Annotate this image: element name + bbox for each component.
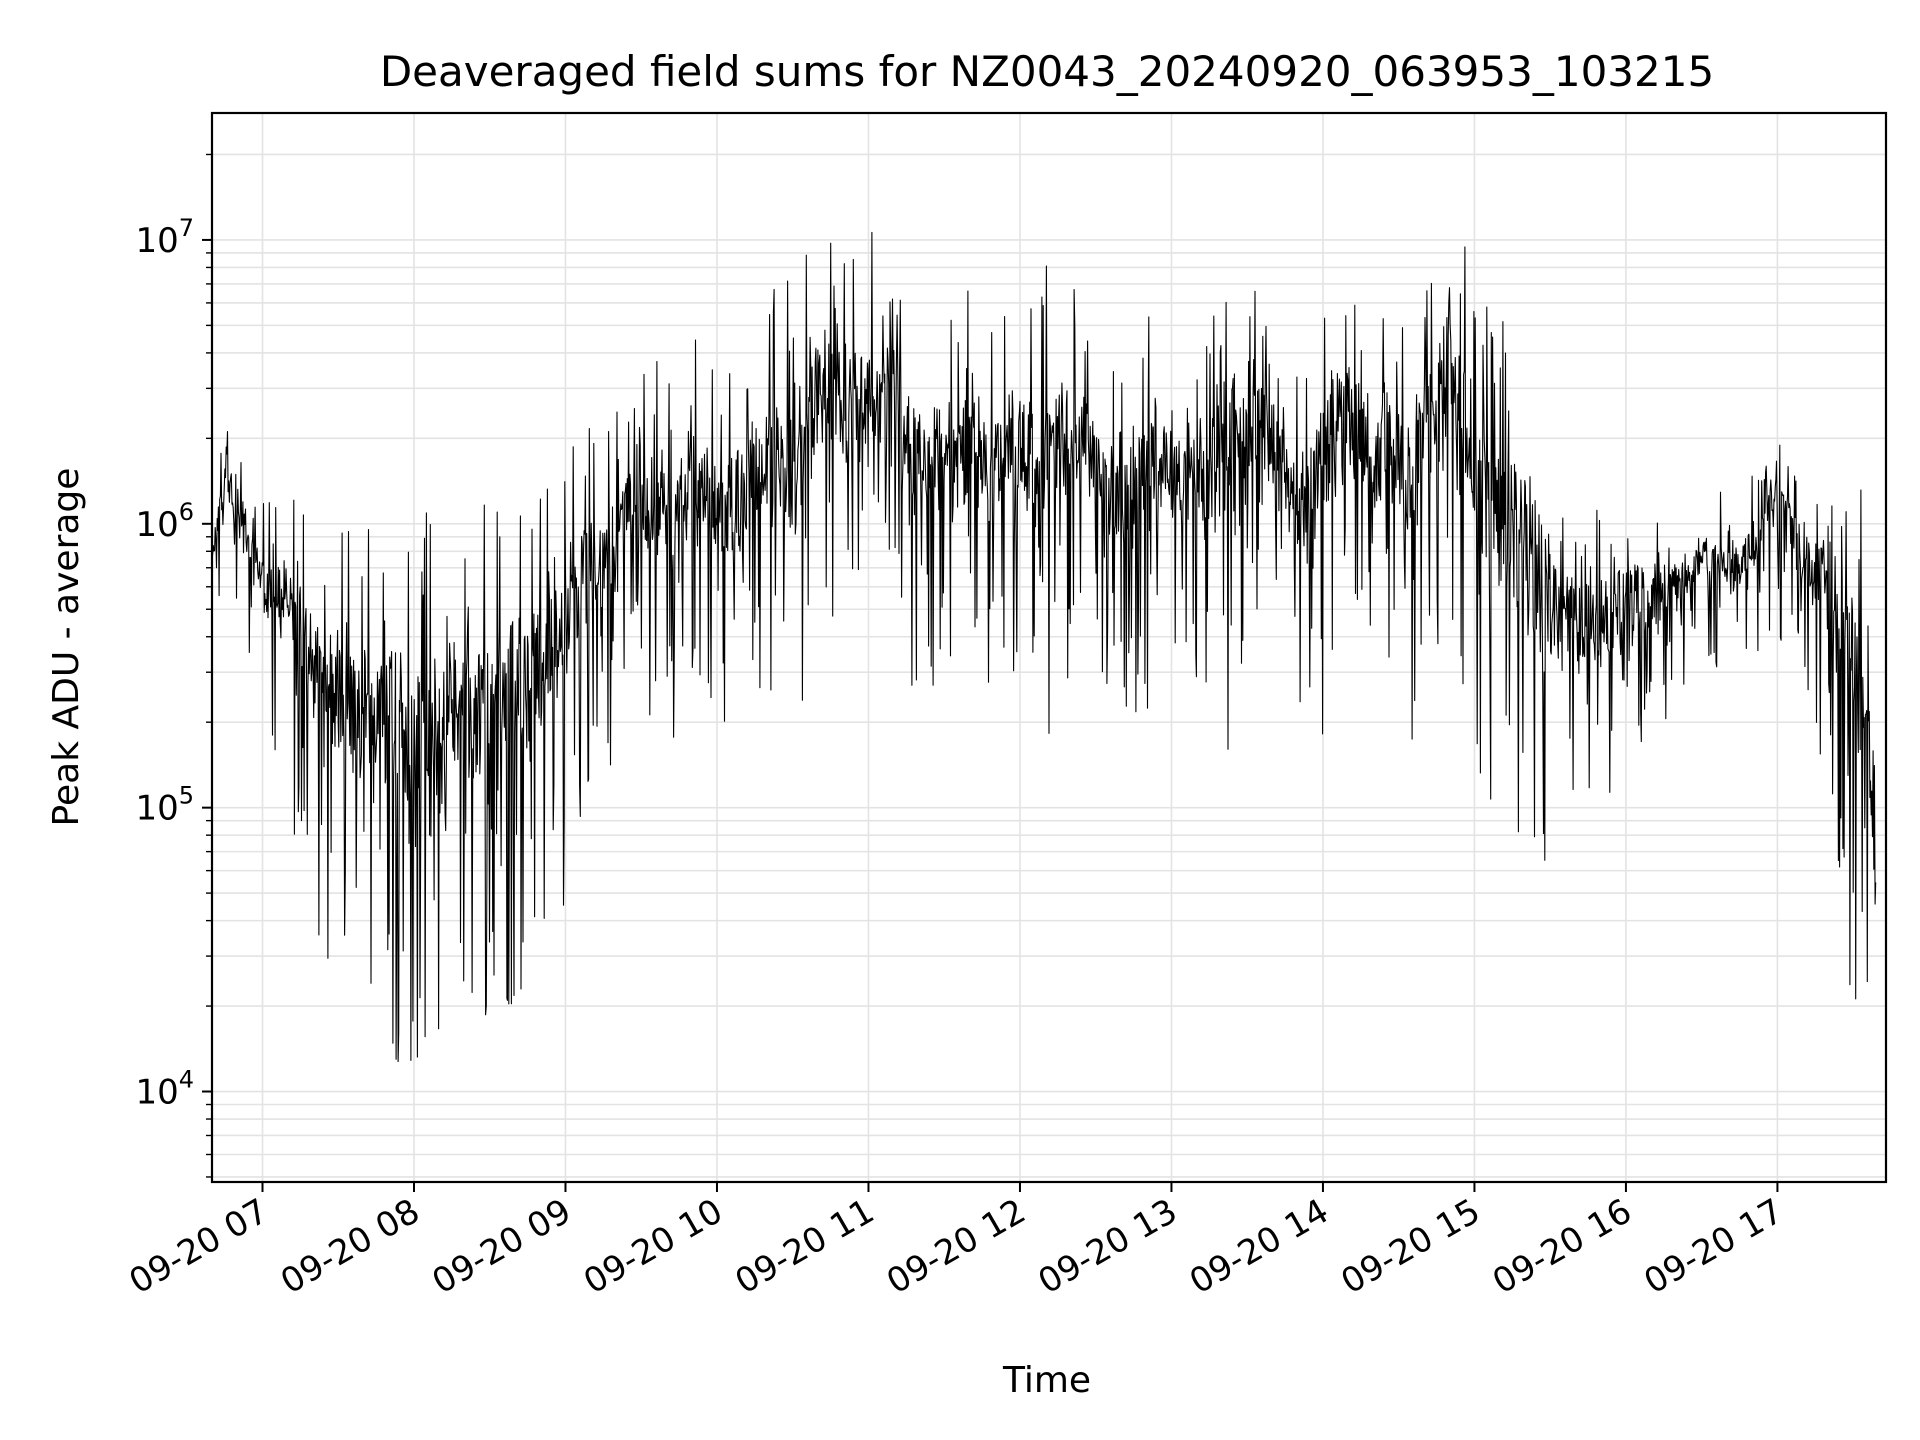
y-tick-label: 107 — [135, 214, 194, 261]
x-tick-label: 09-20 15 — [1335, 1191, 1487, 1302]
chart-title: Deaveraged field sums for NZ0043_2024092… — [380, 47, 1714, 96]
y-tick-exponent: 4 — [179, 1066, 194, 1094]
grid-lines — [212, 113, 1886, 1182]
y-tick-base: 10 — [135, 505, 178, 545]
y-axis-label: Peak ADU - average — [46, 468, 87, 827]
x-tick-label: 09-20 07 — [123, 1191, 275, 1302]
x-tick-label: 09-20 16 — [1486, 1191, 1638, 1302]
x-tick-label: 09-20 10 — [577, 1191, 729, 1302]
plot-frame — [210, 111, 1888, 1184]
x-tick-label: 09-20 14 — [1183, 1191, 1335, 1302]
x-tick-label: 09-20 13 — [1032, 1191, 1184, 1302]
x-axis: 09-20 07 09-20 08 09-20 09 09-20 10 09-20 11… — [123, 1182, 1790, 1302]
x-tick-label: 09-20 12 — [880, 1191, 1032, 1302]
y-tick-label: 104 — [135, 1066, 194, 1113]
y-tick-base: 10 — [135, 221, 178, 261]
y-tick-base: 10 — [135, 789, 178, 829]
y-tick-exponent: 6 — [179, 498, 194, 526]
y-tick-exponent: 7 — [179, 214, 194, 242]
x-axis-label: Time — [1002, 1360, 1091, 1401]
y-tick-exponent: 5 — [179, 782, 194, 810]
series-area — [211, 231, 1877, 1063]
y-tick-base: 10 — [135, 1073, 178, 1113]
x-tick-label: 09-20 09 — [426, 1191, 578, 1302]
x-tick-label: 09-20 17 — [1638, 1191, 1790, 1302]
x-tick-label: 09-20 11 — [729, 1191, 881, 1302]
x-tick-label: 09-20 08 — [274, 1191, 426, 1302]
y-tick-label: 105 — [135, 782, 194, 829]
series-line — [211, 231, 1877, 1063]
y-tick-label: 106 — [135, 498, 194, 545]
